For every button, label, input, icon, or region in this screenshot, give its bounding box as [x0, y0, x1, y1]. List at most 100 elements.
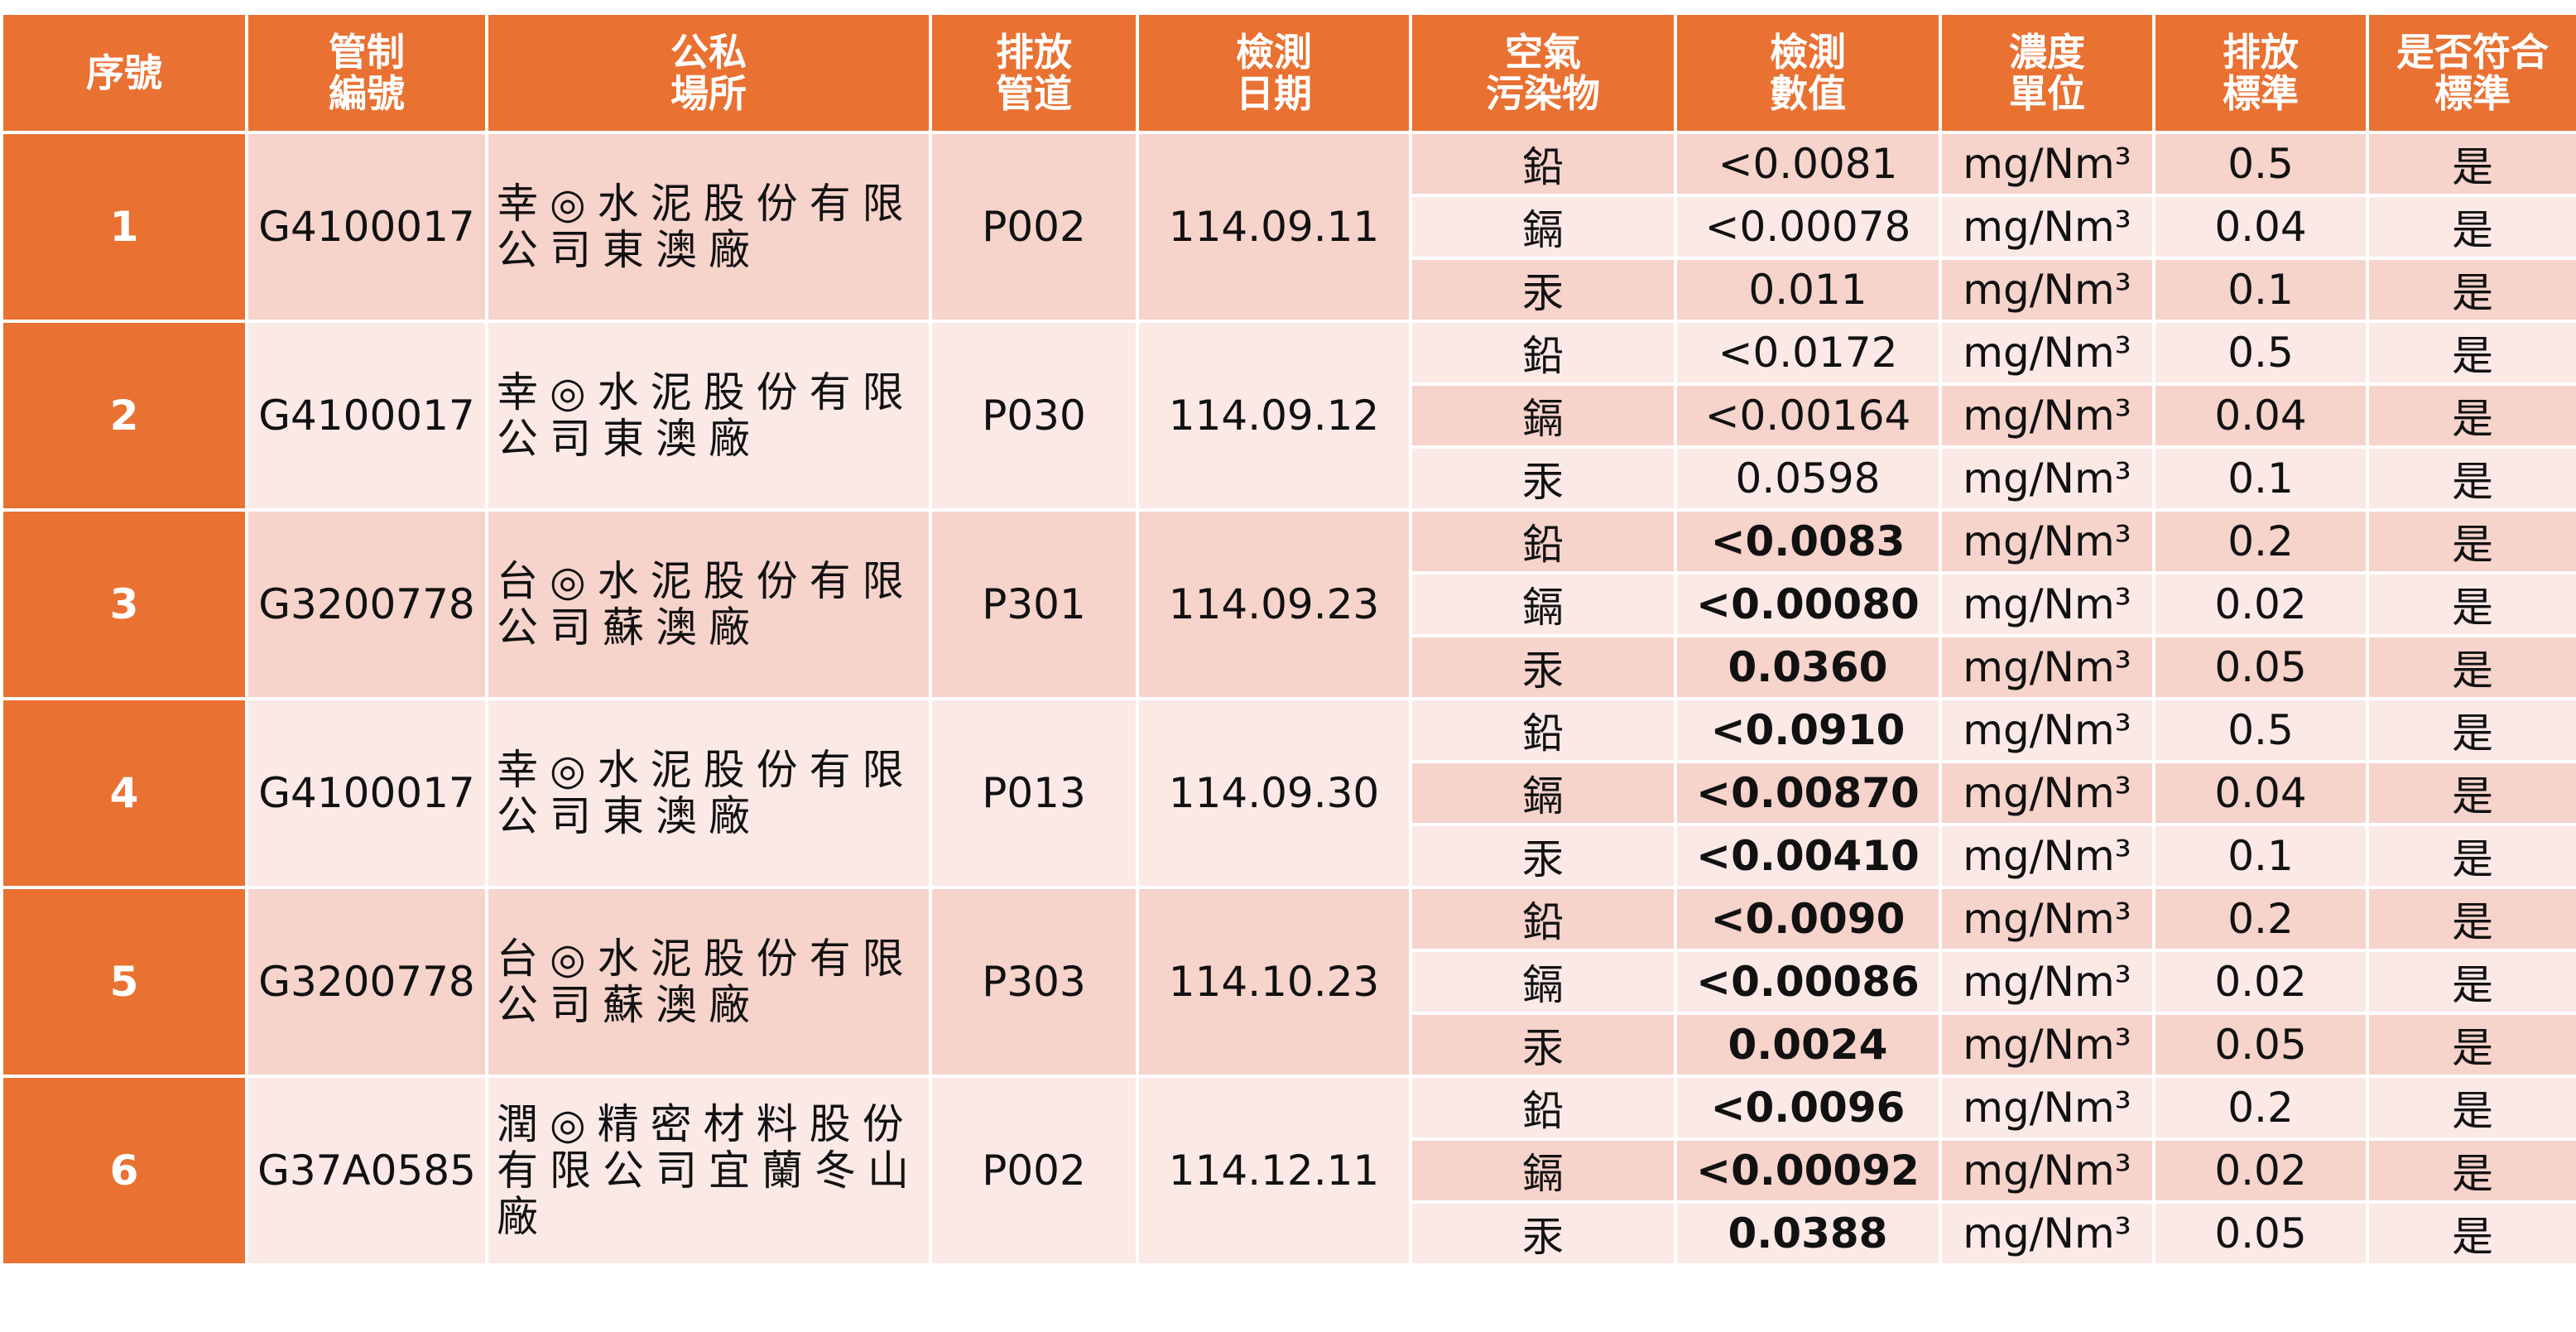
header-cell: 檢測 數值	[1674, 12, 1942, 134]
pollutant: 汞	[1409, 634, 1677, 700]
measurement-row: 4 G4100017 幸◎水泥股份有限公司東澳廠 P013 114.09.30 鉛 <0.0…	[0, 697, 2576, 889]
unit: mg/Nm³	[1939, 1200, 2155, 1267]
test-value: <0.00164	[1674, 382, 1942, 449]
measurement-row: 鎘 <0.00164 mg/Nm³ 0.04 是	[2, 382, 2576, 449]
facility-name: 幸◎水泥股份有限公司東澳廠	[485, 131, 932, 323]
test-value: <0.0910	[1674, 697, 1942, 763]
pipe-id: P303	[929, 886, 1139, 1078]
standard: 0.02	[2152, 571, 2369, 637]
unit: mg/Nm³	[1939, 131, 2155, 197]
compliance: 是	[2366, 571, 2576, 637]
control-number: G4100017	[245, 320, 488, 512]
control-number: G4100017	[245, 697, 488, 889]
pollutant: 鎘	[1409, 194, 1677, 260]
test-value: <0.00078	[1674, 194, 1942, 260]
serial-number: 2	[0, 320, 248, 512]
measurement-row: 5 G3200778 台◎水泥股份有限公司蘇澳廠 P303 114.10.23 鉛 <0.0…	[0, 886, 2576, 1078]
standard: 0.04	[2152, 760, 2369, 826]
unit: mg/Nm³	[1939, 320, 2155, 386]
header-row: 序號 管制 編號 公私 場所 排放 管道 檢測 日期 空氣 污染物 檢測 數值 濃度 單位 排放…	[0, 12, 2576, 134]
record-group: 6 G37A0585 潤◎精密材料股份有限公司宜蘭冬山廠 P002 114.12.11 鉛…	[0, 1075, 2576, 1267]
facility-name: 幸◎水泥股份有限公司東澳廠	[485, 320, 932, 512]
unit: mg/Nm³	[1939, 194, 2155, 260]
record-group: 1 G4100017 幸◎水泥股份有限公司東澳廠 P002 114.09.11 鉛 <0.0…	[0, 131, 2576, 323]
header-cell: 檢測 日期	[1136, 12, 1412, 134]
control-number: G3200778	[245, 508, 488, 700]
measurement-row: 鎘 <0.00078 mg/Nm³ 0.04 是	[2, 194, 2576, 260]
measurement-row: 鎘 <0.00086 mg/Nm³ 0.02 是	[2, 949, 2576, 1015]
unit: mg/Nm³	[1939, 571, 2155, 637]
compliance: 是	[2366, 697, 2576, 763]
header-cell: 是否符合 標準	[2366, 12, 2576, 134]
facility-name: 台◎水泥股份有限公司蘇澳廠	[485, 886, 932, 1078]
compliance: 是	[2366, 382, 2576, 449]
unit: mg/Nm³	[1939, 1137, 2155, 1204]
standard: 0.5	[2152, 697, 2369, 763]
test-date: 114.09.12	[1136, 320, 1412, 512]
standard: 0.2	[2152, 508, 2369, 575]
unit: mg/Nm³	[1939, 760, 2155, 826]
test-value: <0.0096	[1674, 1075, 1942, 1141]
record-group: 3 G3200778 台◎水泥股份有限公司蘇澳廠 P301 114.09.23 鉛 <0.0…	[0, 508, 2576, 700]
pollutant: 鎘	[1409, 1137, 1677, 1204]
standard: 0.05	[2152, 1012, 2369, 1078]
test-date: 114.12.11	[1136, 1075, 1412, 1267]
pollutant: 鎘	[1409, 949, 1677, 1015]
standard: 0.1	[2152, 445, 2369, 512]
standard: 0.05	[2152, 1200, 2369, 1267]
unit: mg/Nm³	[1939, 257, 2155, 323]
record-group: 4 G4100017 幸◎水泥股份有限公司東澳廠 P013 114.09.30 鉛 <0.0…	[0, 697, 2576, 889]
record-group: 5 G3200778 台◎水泥股份有限公司蘇澳廠 P303 114.10.23 鉛 <0.0…	[0, 886, 2576, 1078]
compliance: 是	[2366, 1012, 2576, 1078]
compliance: 是	[2366, 760, 2576, 826]
emission-table: 序號 管制 編號 公私 場所 排放 管道 檢測 日期 空氣 污染物 檢測 數值 濃度 單位 排放…	[0, 12, 2576, 1267]
pollutant: 鎘	[1409, 760, 1677, 826]
table-header: 序號 管制 編號 公私 場所 排放 管道 檢測 日期 空氣 污染物 檢測 數值 濃度 單位 排放…	[0, 12, 2576, 134]
control-number: G4100017	[245, 131, 488, 323]
compliance: 是	[2366, 194, 2576, 260]
pollutant: 鎘	[1409, 571, 1677, 637]
test-date: 114.09.23	[1136, 508, 1412, 700]
standard: 0.04	[2152, 382, 2369, 449]
standard: 0.1	[2152, 823, 2369, 889]
standard: 0.04	[2152, 194, 2369, 260]
test-value: 0.011	[1674, 257, 1942, 323]
unit: mg/Nm³	[1939, 823, 2155, 889]
pipe-id: P013	[929, 697, 1139, 889]
facility-name: 潤◎精密材料股份有限公司宜蘭冬山廠	[485, 1075, 932, 1267]
pipe-id: P002	[929, 131, 1139, 323]
compliance: 是	[2366, 445, 2576, 512]
test-value: <0.00080	[1674, 571, 1942, 637]
compliance: 是	[2366, 257, 2576, 323]
test-value: <0.0090	[1674, 886, 1942, 952]
standard: 0.2	[2152, 886, 2369, 952]
unit: mg/Nm³	[1939, 634, 2155, 700]
facility-name: 幸◎水泥股份有限公司東澳廠	[485, 697, 932, 889]
test-value: <0.00086	[1674, 949, 1942, 1015]
test-value: 0.0024	[1674, 1012, 1942, 1078]
test-value: <0.00870	[1674, 760, 1942, 826]
test-date: 114.09.11	[1136, 131, 1412, 323]
header-cell: 管制 編號	[245, 12, 488, 134]
compliance: 是	[2366, 823, 2576, 889]
pipe-id: P030	[929, 320, 1139, 512]
unit: mg/Nm³	[1939, 886, 2155, 952]
standard: 0.05	[2152, 634, 2369, 700]
unit: mg/Nm³	[1939, 445, 2155, 512]
compliance: 是	[2366, 131, 2576, 197]
measurement-row: 鎘 <0.00080 mg/Nm³ 0.02 是	[2, 571, 2576, 637]
pipe-id: P002	[929, 1075, 1139, 1267]
pollutant: 鉛	[1409, 131, 1677, 197]
measurement-row: 汞 0.0024 mg/Nm³ 0.05 是	[2, 1012, 2576, 1078]
pollutant: 鉛	[1409, 697, 1677, 763]
standard: 0.5	[2152, 131, 2369, 197]
standard: 0.5	[2152, 320, 2369, 386]
test-value: <0.00092	[1674, 1137, 1942, 1204]
compliance: 是	[2366, 320, 2576, 386]
pollutant: 汞	[1409, 1200, 1677, 1267]
pollutant: 鉛	[1409, 508, 1677, 575]
standard: 0.02	[2152, 1137, 2369, 1204]
test-value: 0.0360	[1674, 634, 1942, 700]
unit: mg/Nm³	[1939, 949, 2155, 1015]
measurement-row: 6 G37A0585 潤◎精密材料股份有限公司宜蘭冬山廠 P002 114.12.11 鉛…	[0, 1075, 2576, 1267]
